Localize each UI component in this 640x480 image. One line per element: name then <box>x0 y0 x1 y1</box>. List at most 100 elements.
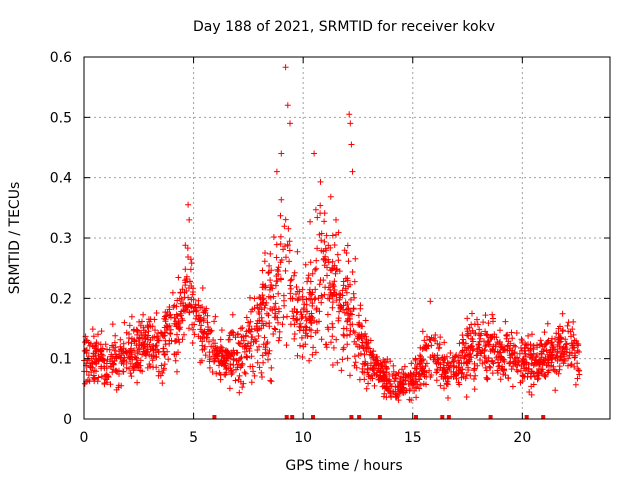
data-point <box>475 342 482 348</box>
data-point <box>237 364 244 371</box>
data-point <box>128 349 134 356</box>
data-point <box>144 322 151 329</box>
data-point <box>543 347 550 354</box>
data-point <box>326 280 333 287</box>
data-point <box>401 363 408 370</box>
data-point <box>217 336 224 343</box>
data-point <box>416 370 423 377</box>
data-point <box>312 295 319 302</box>
data-point <box>330 344 337 351</box>
data-point <box>352 359 359 366</box>
data-point <box>160 333 167 340</box>
data-point <box>182 242 189 249</box>
data-point <box>498 354 505 361</box>
data-point <box>134 350 141 357</box>
data-point <box>323 247 330 254</box>
data-point <box>265 356 271 363</box>
data-point <box>263 340 270 347</box>
data-point <box>571 363 578 370</box>
y-tick-label: 0 <box>63 412 72 428</box>
data-point <box>363 348 370 355</box>
data-point <box>414 381 421 388</box>
data-point <box>276 334 283 341</box>
data-point <box>534 342 540 348</box>
data-point <box>552 387 559 394</box>
data-point <box>322 341 329 348</box>
data-point <box>383 365 390 372</box>
data-point <box>248 379 255 386</box>
data-point <box>534 360 540 367</box>
data-point <box>95 346 101 353</box>
data-point <box>512 343 519 350</box>
data-point <box>266 286 273 293</box>
data-point <box>402 389 409 396</box>
data-point <box>294 296 301 303</box>
data-point <box>238 354 245 361</box>
data-point <box>486 363 493 370</box>
data-point <box>483 342 490 348</box>
data-point <box>374 372 380 378</box>
data-point <box>218 327 225 334</box>
data-point <box>380 369 387 376</box>
data-point <box>153 342 160 349</box>
data-point <box>501 358 508 365</box>
data-point <box>464 328 471 335</box>
data-point <box>343 289 350 296</box>
data-point <box>189 289 196 295</box>
data-point <box>432 332 439 338</box>
data-point <box>204 319 211 326</box>
data-point <box>541 329 548 336</box>
data-point <box>489 357 496 364</box>
data-point <box>277 233 284 240</box>
data-point <box>471 386 478 393</box>
data-point <box>131 338 138 345</box>
data-point <box>539 343 546 350</box>
data-point <box>277 212 284 219</box>
data-point <box>308 327 315 334</box>
data-point <box>286 247 293 254</box>
data-point <box>294 248 301 255</box>
data-point <box>174 368 180 375</box>
data-point <box>200 330 207 337</box>
data-point <box>351 362 358 369</box>
data-point <box>187 278 193 285</box>
data-point <box>260 295 267 302</box>
data-point <box>95 374 102 381</box>
data-point <box>547 354 554 361</box>
data-point <box>256 364 263 371</box>
data-point <box>445 375 452 382</box>
data-point <box>428 372 435 378</box>
data-point <box>183 303 190 310</box>
data-point <box>172 357 179 364</box>
chart-title: Day 188 of 2021, SRMTID for receiver kok… <box>193 19 495 35</box>
data-point <box>496 362 503 369</box>
data-point <box>283 254 289 261</box>
data-point <box>576 349 582 355</box>
data-point <box>280 314 287 321</box>
data-point <box>197 326 204 333</box>
data-point <box>412 356 419 363</box>
data-point <box>218 353 225 359</box>
data-point <box>169 289 176 296</box>
data-point <box>303 301 310 308</box>
data-point <box>270 331 277 337</box>
data-point <box>439 354 446 361</box>
data-point <box>395 369 402 376</box>
data-point <box>359 360 366 367</box>
data-point <box>309 300 316 307</box>
data-point <box>366 373 373 380</box>
data-point <box>133 354 139 361</box>
data-point <box>311 317 318 324</box>
data-point <box>160 345 167 352</box>
data-point <box>419 328 426 335</box>
data-point <box>173 351 180 358</box>
data-point <box>417 381 424 388</box>
data-point <box>342 299 349 306</box>
data-point <box>159 370 166 376</box>
data-point <box>231 350 238 357</box>
data-point <box>474 321 481 328</box>
data-point <box>153 364 160 371</box>
data-point <box>433 377 440 384</box>
data-point <box>210 337 217 343</box>
data-point <box>93 339 100 346</box>
